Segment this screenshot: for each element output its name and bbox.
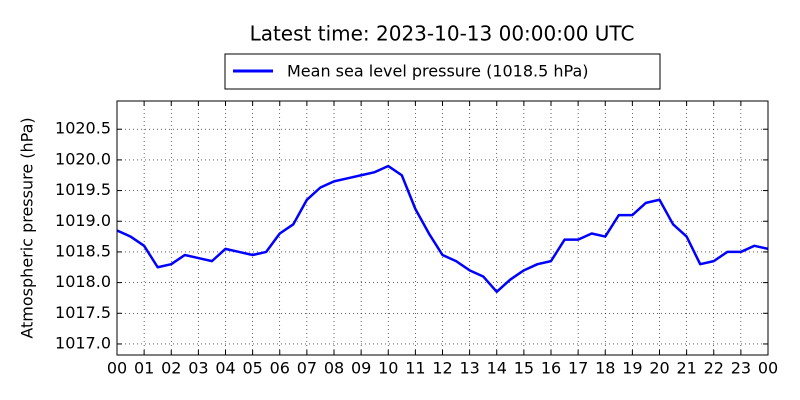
x-tick-label: 18 [595,359,615,378]
legend-box [224,53,661,90]
plot-frame [116,100,769,356]
y-tick-label: 1020.5 [55,119,111,138]
x-tick-label: 07 [297,359,317,378]
x-tick-label: 00 [758,359,778,378]
x-tick-label: 00 [107,359,127,378]
x-tick-label: 11 [405,359,425,378]
x-tick-label: 23 [731,359,751,378]
x-tick-label: 15 [514,359,534,378]
x-tick-label: 16 [541,359,561,378]
y-tick-label: 1019.0 [55,211,111,230]
x-tick-label: 02 [161,359,181,378]
x-tick-label: 17 [568,359,588,378]
y-tick-label: 1018.5 [55,241,111,260]
x-tick-label: 08 [324,359,344,378]
x-tick-label: 22 [704,359,724,378]
chart-title: Latest time: 2023-10-13 00:00:00 UTC [250,22,635,46]
y-tick-label: 1019.5 [55,180,111,199]
data-line [116,164,769,294]
x-tick-label: 05 [242,359,262,378]
legend-label: Mean sea level pressure (1018.5 hPa) [287,62,589,81]
x-tick-label: 10 [378,359,398,378]
x-tick-label: 09 [351,359,371,378]
x-tick-label: 13 [459,359,479,378]
x-tick-label: 06 [270,359,290,378]
x-tick-label: 19 [622,359,642,378]
x-tick-label: 20 [649,359,669,378]
y-tick-label: 1017.0 [55,333,111,352]
y-tick-label: 1017.5 [55,303,111,322]
x-tick-label: 01 [134,359,154,378]
x-tick-label: 14 [487,359,507,378]
x-tick-label: 03 [188,359,208,378]
y-axis-label: Atmospheric pressure (hPa) [18,117,37,338]
x-tick-label: 21 [676,359,696,378]
y-tick-label: 1020.0 [55,149,111,168]
x-tick-label: 12 [432,359,452,378]
x-tick-label: 04 [215,359,235,378]
y-tick-label: 1018.0 [55,272,111,291]
